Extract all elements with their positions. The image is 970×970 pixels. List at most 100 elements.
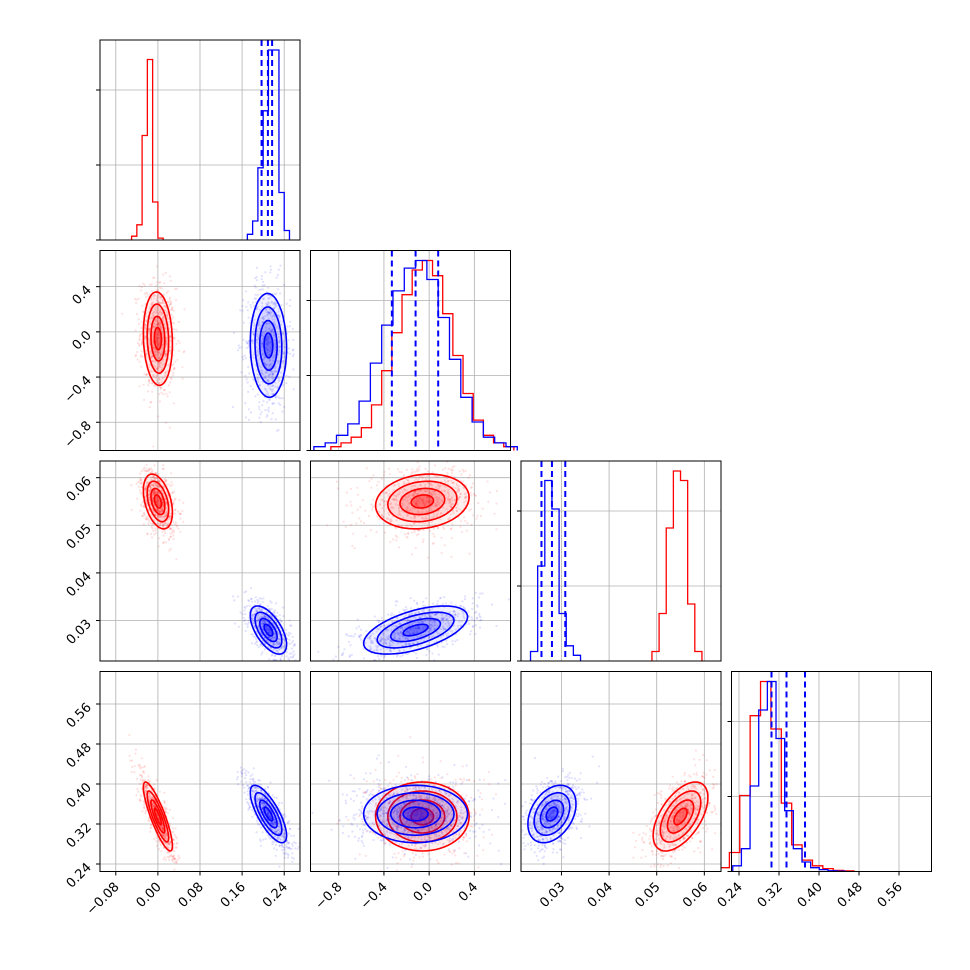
scatter-point: [149, 489, 152, 492]
scatter-point: [268, 311, 271, 314]
scatter-point: [454, 613, 457, 616]
scatter-point: [290, 624, 293, 627]
scatter-point: [267, 616, 270, 619]
scatter-point: [267, 337, 270, 341]
scatter-point: [158, 510, 161, 513]
scatter-point: [459, 495, 462, 498]
scatter-point: [143, 779, 146, 782]
scatter-point: [469, 486, 473, 489]
scatter-point: [259, 377, 262, 380]
scatter-point: [393, 624, 396, 627]
scatter-point: [156, 337, 159, 340]
scatter-point: [291, 635, 294, 639]
scatter-point: [145, 515, 148, 518]
scatter-point: [430, 483, 433, 486]
scatter-point: [430, 626, 433, 629]
scatter-point: [413, 493, 416, 496]
scatter-point: [437, 653, 440, 656]
scatter-point: [375, 630, 378, 633]
scatter-point: [150, 302, 153, 305]
scatter-point: [268, 608, 271, 611]
scatter-point: [393, 635, 396, 638]
scatter-point: [154, 472, 157, 475]
scatter-point: [409, 627, 412, 630]
scatter-point: [470, 494, 473, 497]
scatter-point: [149, 369, 152, 372]
scatter-point: [260, 410, 263, 413]
scatter-point: [387, 489, 390, 492]
scatter-point: [148, 469, 151, 472]
scatter-point: [261, 337, 264, 340]
scatter-point: [408, 481, 411, 484]
scatter-point: [442, 620, 445, 624]
scatter-point: [154, 491, 158, 495]
scatter-point: [295, 667, 297, 669]
scatter-point: [457, 484, 460, 487]
scatter-point: [143, 806, 146, 809]
scatter-point: [177, 339, 180, 342]
scatter-point: [276, 362, 279, 365]
scatter-point: [156, 527, 159, 530]
scatter-point: [147, 819, 150, 822]
scatter-point: [392, 498, 395, 501]
scatter-point: [273, 662, 275, 664]
scatter-point: [160, 312, 163, 315]
scatter-point: [262, 622, 265, 625]
scatter-point: [278, 648, 281, 651]
scatter-point: [292, 644, 295, 647]
scatter-point: [451, 510, 454, 513]
scatter-point: [453, 465, 456, 468]
scatter-point: [267, 394, 270, 397]
scatter-point: [144, 518, 147, 521]
scatter-point: [144, 487, 147, 490]
scatter-point: [495, 528, 498, 531]
scatter-point: [262, 399, 265, 403]
scatter-point: [384, 642, 388, 645]
scatter-point: [403, 488, 406, 491]
contour-level: [362, 605, 469, 655]
scatter-point: [266, 311, 270, 314]
scatter-point: [152, 311, 155, 315]
scatter-point: [417, 621, 420, 624]
scatter-point: [444, 481, 447, 484]
scatter-point: [258, 401, 261, 404]
scatter-point: [156, 311, 160, 315]
scatter-point: [261, 619, 264, 622]
scatter-point: [406, 630, 409, 633]
scatter-point: [428, 615, 431, 619]
scatter-point: [167, 300, 170, 304]
scatter-point: [401, 635, 405, 638]
scatter-point: [353, 547, 356, 550]
scatter-point: [406, 515, 409, 518]
scatter-point: [157, 351, 160, 354]
scatter-point: [422, 498, 425, 501]
scatter-point: [162, 464, 165, 467]
scatter-point: [164, 330, 167, 333]
scatter-point: [257, 364, 261, 367]
scatter-point: [242, 358, 245, 361]
scatter-point: [264, 375, 267, 378]
scatter-point: [349, 500, 352, 503]
scatter-point: [168, 298, 171, 301]
scatter-point: [424, 626, 428, 629]
scatter-point: [169, 339, 172, 342]
scatter-point: [177, 885, 179, 887]
scatter-point: [398, 470, 401, 474]
scatter-point: [154, 350, 157, 353]
scatter-point: [429, 627, 432, 631]
scatter-point: [457, 489, 460, 492]
scatter-point: [156, 499, 159, 502]
scatter-point: [154, 483, 157, 486]
scatter-point: [270, 637, 273, 641]
scatter-point: [158, 351, 161, 354]
scatter-point: [255, 619, 258, 623]
scatter-point: [169, 381, 172, 384]
scatter-point: [459, 605, 463, 608]
scatter-point: [456, 503, 459, 506]
scatter-point: [394, 498, 397, 501]
scatter-point: [493, 512, 496, 515]
scatter-point: [424, 619, 427, 622]
scatter-point: [141, 779, 144, 783]
scatter-point: [278, 332, 281, 335]
scatter-point: [388, 492, 391, 495]
